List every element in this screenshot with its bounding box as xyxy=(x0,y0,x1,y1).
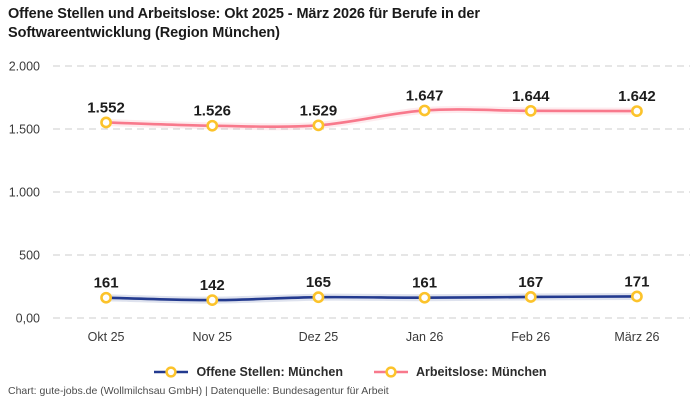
y-tick-label: 2.000 xyxy=(9,59,40,73)
legend-label: Arbeitslose: München xyxy=(415,365,547,379)
x-tick-label: Dez 25 xyxy=(299,330,339,344)
data-point-marker xyxy=(100,116,112,129)
y-tick-label: 1.500 xyxy=(9,122,40,136)
legend-marker xyxy=(385,366,397,378)
data-point-label: 1.529 xyxy=(300,102,338,119)
data-point-marker xyxy=(206,294,219,307)
x-tick-label: März 26 xyxy=(614,330,659,344)
data-point-label: 1.526 xyxy=(193,103,231,120)
x-tick-label: Jan 26 xyxy=(406,330,444,344)
legend-item-arbeitslose: Arbeitslose: München xyxy=(373,365,547,379)
data-point-label: 1.642 xyxy=(618,88,656,105)
page-title-line2: Softwareentwicklung (Region München) xyxy=(8,25,280,41)
x-tick-label: Okt 25 xyxy=(88,330,125,344)
data-point-label: 1.644 xyxy=(512,88,550,105)
data-point-marker xyxy=(524,291,537,303)
page-title-line1: Offene Stellen und Arbeitslose: Okt 2025… xyxy=(8,6,480,22)
attribution-text: Chart: gute-jobs.de (Wollmilchsau GmbH) … xyxy=(8,385,389,397)
data-point-label: 1.552 xyxy=(87,99,125,116)
legend-label: Offene Stellen: München xyxy=(196,365,343,379)
data-point-marker xyxy=(312,119,325,132)
data-point-marker xyxy=(312,291,325,304)
legend-marker xyxy=(165,366,178,378)
data-point-label: 142 xyxy=(200,277,225,294)
x-tick-label: Nov 25 xyxy=(192,330,232,344)
y-tick-label: 0,00 xyxy=(16,311,40,325)
data-point-marker xyxy=(631,105,643,118)
data-point-marker xyxy=(418,104,431,117)
series-line xyxy=(104,295,639,302)
data-point-marker xyxy=(100,291,112,304)
legend-item-offene-stellen: Offene Stellen: München xyxy=(153,365,343,379)
x-tick-label: Feb 26 xyxy=(511,330,550,344)
y-tick-label: 1.000 xyxy=(9,185,40,199)
data-point-label: 167 xyxy=(518,274,543,291)
legend: Offene Stellen: München Arbeitslose: Mün… xyxy=(0,362,700,382)
line-marker-icon xyxy=(373,366,408,378)
data-point-label: 171 xyxy=(624,273,649,290)
series-line xyxy=(104,108,639,129)
data-point-label: 161 xyxy=(94,275,119,292)
data-point-label: 165 xyxy=(306,274,331,291)
data-point-label: 161 xyxy=(412,275,437,292)
y-tick-label: 500 xyxy=(19,248,40,262)
data-point-marker xyxy=(631,290,643,303)
data-point-marker xyxy=(524,104,537,117)
data-point-marker xyxy=(418,291,431,304)
chart-svg: 0,00 500 1.000 1.500 2.000 Okt 25 Nov 25 Dez 25… xyxy=(9,59,690,344)
data-point-marker xyxy=(206,119,219,132)
line-marker-icon xyxy=(154,366,189,378)
page-title: Offene Stellen und Arbeitslose: Okt 2025… xyxy=(8,5,648,43)
data-point-label: 1.647 xyxy=(406,87,444,104)
